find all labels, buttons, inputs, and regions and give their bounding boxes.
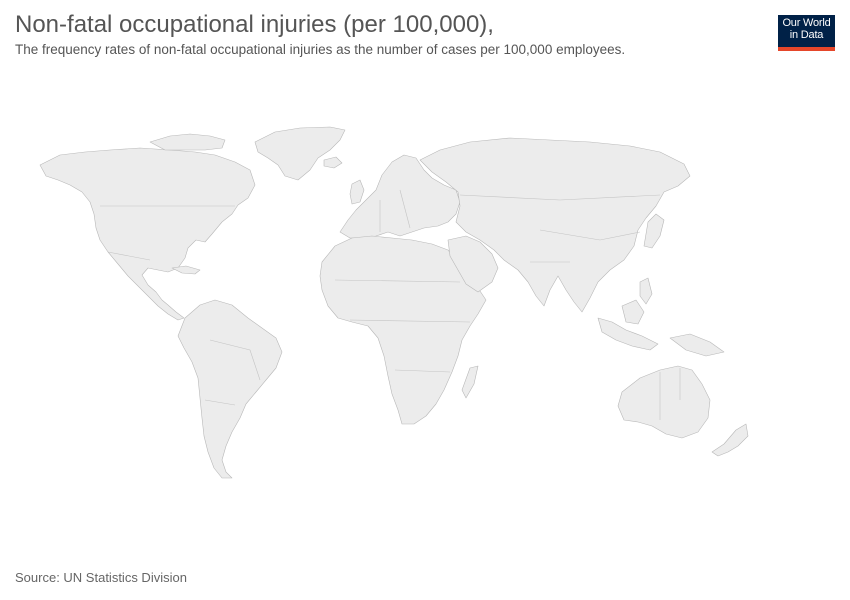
chart-subtitle: The frequency rates of non-fatal occupat… [15, 42, 626, 57]
source-note[interactable]: Source: UN Statistics Division [15, 570, 187, 585]
indonesia[interactable] [597, 317, 659, 351]
philippines[interactable] [639, 277, 653, 305]
border-africa-south [394, 369, 451, 373]
asia[interactable] [419, 137, 691, 313]
owid-logo[interactable]: Our World in Data [778, 15, 835, 51]
logo-line-2: in Data [789, 29, 824, 41]
caribbean[interactable] [171, 265, 201, 275]
border-brazil [209, 339, 261, 381]
middle-east[interactable] [447, 235, 499, 293]
south-america[interactable] [177, 299, 283, 479]
madagascar[interactable] [461, 365, 479, 399]
new-guinea[interactable] [669, 333, 725, 357]
borneo[interactable] [621, 299, 645, 325]
border-australia [659, 368, 681, 420]
border-africa-north [334, 279, 461, 283]
chart-title: Non-fatal occupational injuries (per 100… [15, 11, 494, 38]
japan[interactable] [643, 213, 665, 249]
australia[interactable] [617, 365, 711, 439]
uk[interactable] [349, 179, 365, 205]
iceland[interactable] [323, 156, 343, 169]
canadian-islands[interactable] [149, 133, 226, 151]
border-africa-central [349, 319, 471, 323]
border-us-mexico [107, 251, 151, 261]
greenland[interactable] [254, 126, 346, 181]
border-china [539, 229, 641, 241]
border-argentina [204, 399, 236, 406]
north-america[interactable] [39, 147, 256, 321]
africa[interactable] [319, 235, 487, 425]
logo-line-1: Our World [782, 17, 831, 29]
new-zealand[interactable] [711, 423, 749, 457]
border-europe-2 [399, 189, 411, 229]
border-russia [459, 194, 661, 201]
